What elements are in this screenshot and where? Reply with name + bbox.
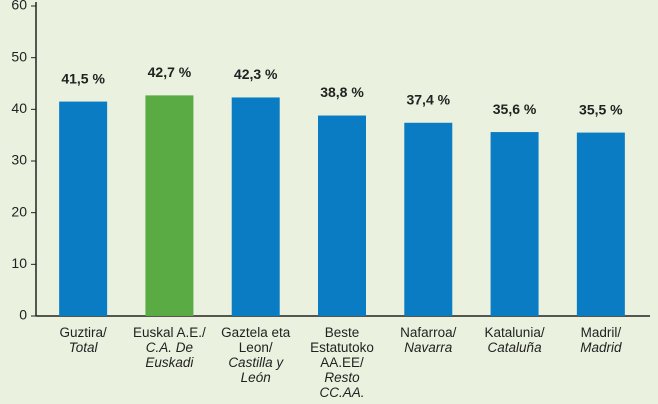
category-name-italic: Madrid bbox=[580, 340, 622, 355]
x-tick-label: Nafarroa/Navarra bbox=[390, 325, 466, 355]
value-label: 35,6 % bbox=[493, 101, 537, 117]
category-name: Guztira/ bbox=[59, 325, 107, 340]
value-label: 38,8 % bbox=[320, 84, 364, 100]
y-tick-label: 0 bbox=[19, 307, 27, 323]
y-tick-label: 50 bbox=[11, 48, 27, 64]
category-name: Euskal A.E./ bbox=[133, 325, 206, 340]
bar bbox=[490, 132, 539, 316]
x-tick-label: Gaztela eta Leon/Castilla y León bbox=[218, 325, 294, 385]
category-name-italic: Castilla y León bbox=[228, 355, 284, 385]
x-tick-label: Madril/Madrid bbox=[563, 325, 639, 355]
bar bbox=[145, 95, 194, 316]
y-tick-label: 10 bbox=[11, 255, 27, 271]
value-label: 37,4 % bbox=[406, 91, 450, 107]
category-name-italic: Total bbox=[68, 340, 98, 355]
x-tick-label: Guztira/Total bbox=[45, 325, 121, 355]
bar bbox=[59, 101, 108, 316]
category-name-italic: Navarra bbox=[404, 340, 453, 355]
category-name: Madril/ bbox=[580, 325, 622, 340]
x-tick-label: Euskal A.E./C.A. De Euskadi bbox=[131, 325, 207, 370]
y-tick-label: 30 bbox=[11, 152, 27, 168]
category-name: Katalunia/ bbox=[484, 325, 545, 340]
category-name-italic: Cataluña bbox=[487, 340, 542, 355]
y-tick-label: 20 bbox=[11, 203, 27, 219]
value-label: 42,7 % bbox=[148, 64, 192, 80]
value-label: 35,5 % bbox=[579, 101, 623, 117]
category-name: Gaztela eta Leon/ bbox=[221, 325, 291, 355]
bar bbox=[404, 122, 453, 317]
x-tick-label: Katalunia/Cataluña bbox=[477, 325, 553, 355]
category-name-italic: C.A. De Euskadi bbox=[145, 340, 194, 370]
value-label: 42,3 % bbox=[234, 66, 278, 82]
category-name: Nafarroa/ bbox=[400, 325, 457, 340]
value-label: 41,5 % bbox=[61, 70, 105, 86]
y-tick-label: 40 bbox=[11, 100, 27, 116]
bar bbox=[318, 115, 366, 317]
category-name-italic: Resto CC.AA. bbox=[319, 370, 365, 400]
y-tick-label: 60 bbox=[11, 0, 27, 13]
category-name: Beste Estatutoko AA.EE/ bbox=[310, 325, 374, 370]
bar bbox=[576, 132, 625, 316]
x-tick-label: Beste Estatutoko AA.EE/Resto CC.AA. bbox=[304, 325, 380, 400]
bar bbox=[231, 97, 280, 316]
